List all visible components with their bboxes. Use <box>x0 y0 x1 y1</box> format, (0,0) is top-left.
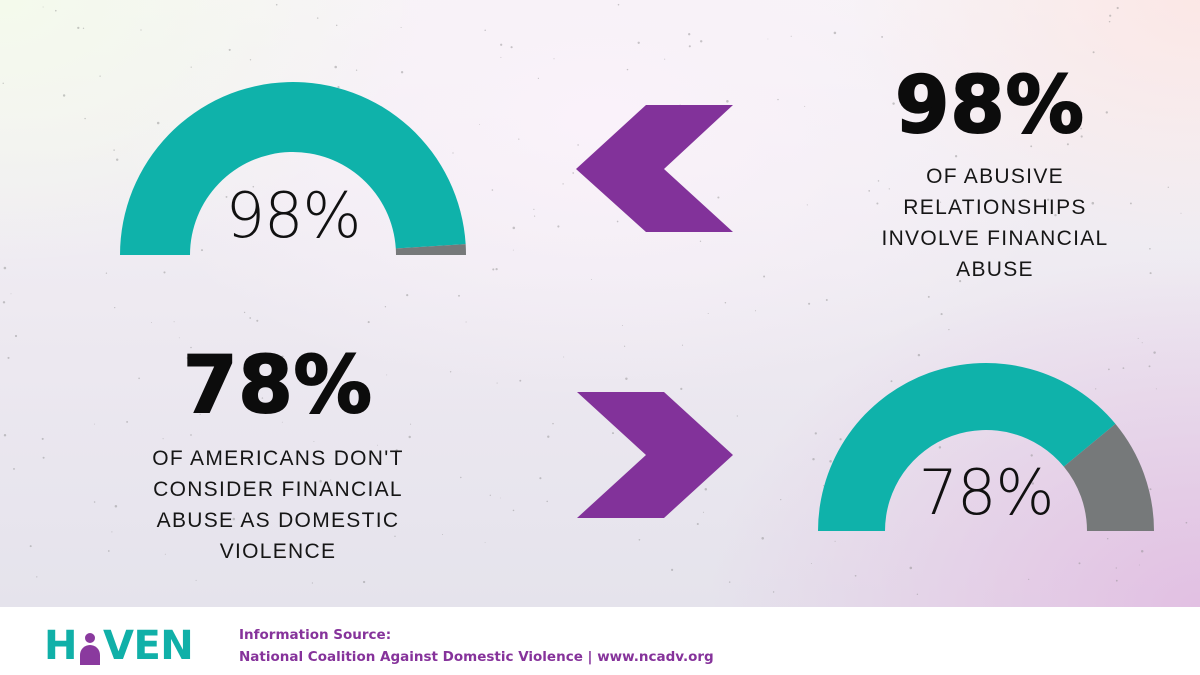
stat-98-value: 98% <box>894 60 1085 152</box>
stat-78-desc-line: ABUSE AS DOMESTIC <box>156 509 400 532</box>
logo-letters-ven: VEN <box>102 623 194 669</box>
person-body <box>79 645 100 665</box>
gauge-98 <box>120 82 1154 531</box>
stat-78-desc-line: VIOLENCE <box>219 540 337 563</box>
footer <box>0 607 1200 675</box>
stat-98-description: OF ABUSIVE RELATIONSHIPS INVOLVE FINANCI… <box>850 161 1140 285</box>
gauge-78-filled-arc <box>818 363 1116 531</box>
source-label: Information Source: <box>239 627 392 643</box>
stat-78-desc-line: CONSIDER FINANCIAL <box>153 478 403 501</box>
gauge-78-center-label: 78% <box>918 456 1055 529</box>
gauge-78-remaining-arc <box>1063 423 1154 531</box>
source-citation: Information Source: National Coalition A… <box>239 624 714 668</box>
gauge-98-remaining-arc <box>395 244 466 255</box>
gauge-98-filled-arc <box>120 82 466 256</box>
person-head <box>84 633 95 643</box>
stat-78-description: OF AMERICANS DON'T CONSIDER FINANCIAL AB… <box>128 443 428 567</box>
logo-letter-h: H <box>44 623 77 669</box>
gauge-98-center-label: 98% <box>225 179 362 252</box>
stat-98-desc-line: OF ABUSIVE <box>926 165 1064 188</box>
chevron-left-icon <box>576 105 733 232</box>
infographic-canvas: 98% 78% 98% OF ABUSIVE RELATIONSHIPS INV… <box>0 0 1200 607</box>
stat-98-desc-line: ABUSE <box>956 258 1034 281</box>
haven-logo: H VEN <box>44 623 194 669</box>
stat-98-desc-line: RELATIONSHIPS <box>903 196 1087 219</box>
stat-78-desc-line: OF AMERICANS DON'T <box>152 447 404 470</box>
chevron-right-icon <box>577 392 733 518</box>
source-text: National Coalition Against Domestic Viol… <box>239 649 714 665</box>
person-icon <box>78 631 102 665</box>
stat-98-desc-line: INVOLVE FINANCIAL <box>881 227 1109 250</box>
stat-78-value: 78% <box>182 340 373 432</box>
